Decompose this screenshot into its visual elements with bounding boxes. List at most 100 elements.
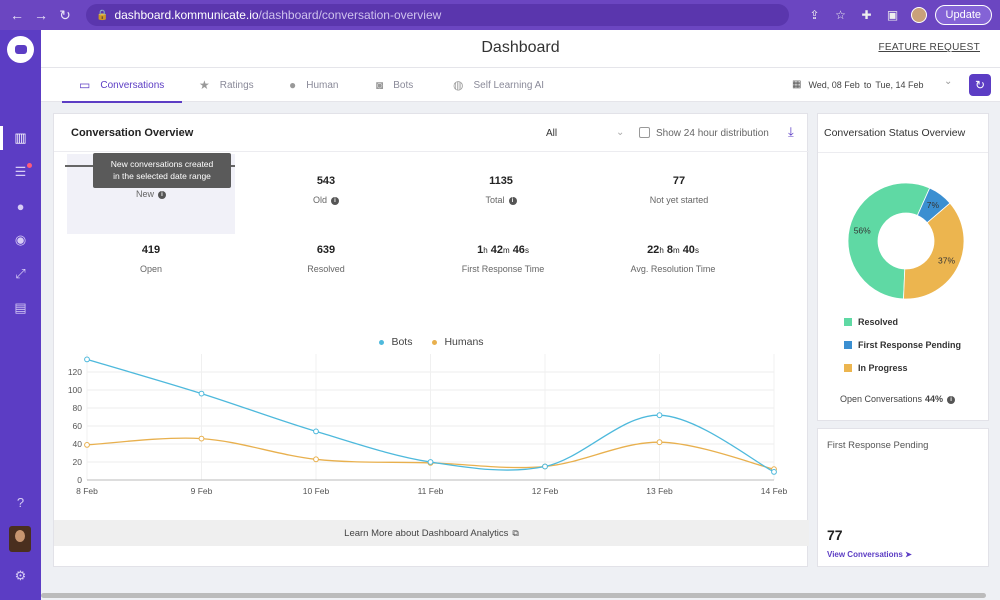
status-card-title: Conversation Status Overview xyxy=(824,127,966,139)
refresh-icon: ↻ xyxy=(974,78,986,92)
browser-toolbar: ← → ↻ 🔒 dashboard.kommunicate.io/dashboa… xyxy=(0,0,1000,30)
data-point-bots[interactable] xyxy=(427,459,434,465)
stat-total[interactable]: 1135 Total i xyxy=(416,175,586,205)
data-point-humans[interactable] xyxy=(313,456,319,463)
tooltip-line: New conversations created xyxy=(110,159,214,169)
stat-first-response-time[interactable]: 1h 42m 46s First Response Time xyxy=(418,244,588,274)
data-point-bots[interactable] xyxy=(771,469,777,475)
card-title: Conversation Overview xyxy=(71,127,194,139)
data-point-humans[interactable] xyxy=(656,439,663,446)
chart-legend: Bots Humans xyxy=(54,336,809,348)
info-icon[interactable]: i xyxy=(331,196,339,205)
arrow-right-icon: ➤ xyxy=(905,550,912,559)
stat-value: 419 xyxy=(141,244,161,256)
chat-icon: ▭ xyxy=(79,78,91,92)
stat-new[interactable]: New i xyxy=(66,175,236,199)
horizontal-scrollbar[interactable] xyxy=(41,593,986,598)
stat-label: Not yet started xyxy=(649,195,709,205)
kommunicate-logo-icon[interactable] xyxy=(7,36,34,63)
tab-conversations[interactable]: ▭ Conversations xyxy=(62,68,182,103)
minutes-unit: m xyxy=(502,246,510,255)
sidebar-integrations-icon[interactable]: ⤢ xyxy=(15,266,26,281)
update-button[interactable]: Update xyxy=(934,5,992,25)
distribution-checkbox[interactable] xyxy=(639,127,650,138)
filter-select[interactable]: All xyxy=(546,128,558,139)
chevron-down-icon[interactable]: ⌄ xyxy=(616,127,625,138)
hours-unit: h xyxy=(483,246,488,255)
legend-first-response-pending[interactable]: First Response Pending xyxy=(844,340,961,350)
data-point-bots[interactable] xyxy=(84,356,90,363)
extensions-icon[interactable]: ✚ xyxy=(861,8,872,22)
chevron-down-icon[interactable]: ⌄ xyxy=(944,76,953,87)
stat-resolved[interactable]: 639 Resolved xyxy=(241,244,411,274)
sidebar-dashboard-icon[interactable]: ▥ xyxy=(0,124,41,152)
tab-bots[interactable]: ◙ Bots xyxy=(376,68,413,102)
download-icon[interactable]: ⤓ xyxy=(788,124,794,139)
user-avatar[interactable] xyxy=(9,526,31,552)
legend-in-progress[interactable]: In Progress xyxy=(844,363,908,373)
tab-self-learning-ai[interactable]: ◍ Self Learning AI xyxy=(453,68,544,102)
legend-resolved[interactable]: Resolved xyxy=(844,317,898,327)
distribution-checkbox-label[interactable]: Show 24 hour distribution xyxy=(656,128,769,139)
address-bar[interactable]: 🔒 dashboard.kommunicate.io/dashboard/con… xyxy=(86,4,789,26)
stat-value: 77 xyxy=(672,175,686,187)
bulb-icon: ◍ xyxy=(453,78,464,92)
feature-request-link[interactable]: FEATURE REQUEST xyxy=(878,42,980,53)
sidebar-help-icon[interactable]: ? xyxy=(16,494,25,510)
open-conversations-stat: Open Conversations 44% i xyxy=(840,394,956,404)
external-link-icon: ⧉ xyxy=(512,527,519,538)
data-point-bots[interactable] xyxy=(198,390,205,397)
seconds-unit: s xyxy=(524,246,529,255)
date-to-word: to xyxy=(863,79,872,90)
conversation-overview-card: Conversation Overview All ⌄ Show 24 hour… xyxy=(53,113,809,567)
reload-icon[interactable]: ↻ xyxy=(59,6,71,23)
y-tick-label: 80 xyxy=(73,403,83,413)
forward-icon[interactable]: → xyxy=(34,7,48,23)
sidebar-settings-icon[interactable]: ⚙ xyxy=(14,568,27,583)
data-point-humans[interactable] xyxy=(198,435,205,442)
open-conversations-value: 44% xyxy=(925,394,944,404)
date-range-picker[interactable]: ▦ Wed, 08 Feb to Tue, 14 Feb xyxy=(792,79,924,90)
sidebar-bot-icon[interactable]: ◉ xyxy=(14,232,27,247)
sidebar-reports-icon[interactable]: ▤ xyxy=(14,300,27,315)
divider xyxy=(818,152,988,153)
stat-avg-resolution-time[interactable]: 22h 8m 40s Avg. Resolution Time xyxy=(588,244,758,274)
bookmark-star-icon[interactable]: ☆ xyxy=(835,8,846,22)
link-label: View Conversations xyxy=(827,550,903,559)
profile-avatar[interactable] xyxy=(910,7,927,23)
first-response-pending-card: First Response Pending 77 View Conversat… xyxy=(817,428,989,567)
donut-slice-in-progress[interactable] xyxy=(903,202,965,300)
data-point-bots[interactable] xyxy=(313,428,319,435)
sidebar-conversations-icon[interactable]: ☰ xyxy=(0,158,41,186)
info-icon[interactable]: i xyxy=(947,395,956,404)
seconds-unit: s xyxy=(694,246,699,255)
refresh-button[interactable]: ↻ xyxy=(969,74,991,96)
tab-human[interactable]: ● Human xyxy=(289,68,339,102)
stat-old[interactable]: 543 Old i xyxy=(241,175,411,205)
data-point-bots[interactable] xyxy=(542,463,548,470)
lock-icon: 🔒 xyxy=(96,9,109,21)
y-tick-label: 20 xyxy=(73,457,83,467)
tab-ratings[interactable]: ★ Ratings xyxy=(199,68,254,102)
learn-more-link[interactable]: Learn More about Dashboard Analytics ⧉ xyxy=(54,520,809,546)
info-icon[interactable]: i xyxy=(158,190,166,199)
data-point-bots[interactable] xyxy=(656,412,663,419)
y-tick-label: 60 xyxy=(73,421,83,431)
legend-bots[interactable]: Bots xyxy=(379,336,412,348)
view-conversations-link[interactable]: View Conversations ➤ xyxy=(827,550,912,559)
open-conversations-label: Open Conversations xyxy=(840,394,923,404)
stat-not-yet-started[interactable]: 77 Not yet started xyxy=(594,175,764,205)
side-panel-icon[interactable]: ▣ xyxy=(886,8,899,22)
back-icon[interactable]: ← xyxy=(10,7,24,23)
legend-humans[interactable]: Humans xyxy=(432,336,484,348)
share-icon[interactable]: ⇪ xyxy=(809,8,820,22)
stat-value: 22h 8m 40s xyxy=(588,244,758,256)
data-point-humans[interactable] xyxy=(84,442,90,448)
stat-open[interactable]: 419 Open xyxy=(66,244,236,274)
hours-unit: h xyxy=(659,246,664,255)
tab-label: Ratings xyxy=(219,79,254,91)
info-icon[interactable]: i xyxy=(508,196,517,205)
sidebar-users-icon[interactable]: ● xyxy=(16,198,25,214)
legend-label: Bots xyxy=(391,336,413,348)
donut-slice-resolved[interactable] xyxy=(847,182,931,300)
